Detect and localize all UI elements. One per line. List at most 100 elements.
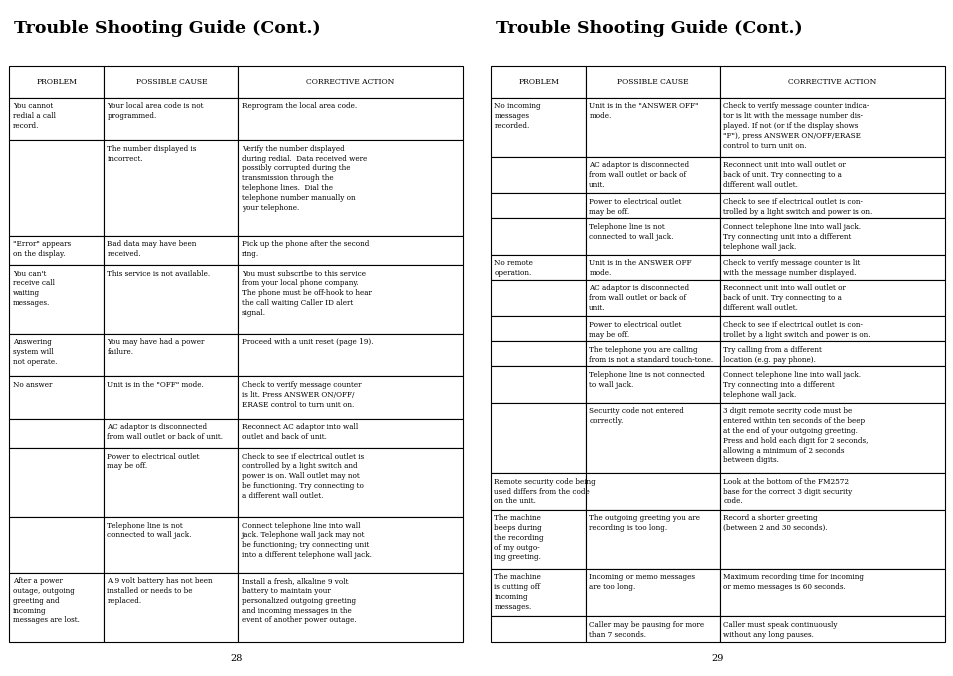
Bar [238,517,462,573]
Text: This service is not available.: This service is not available. [108,270,211,278]
Bar [104,448,238,517]
Text: "Error" appears
on the display.: "Error" appears on the display. [12,240,71,258]
Text: You may have had a power
failure.: You may have had a power failure. [108,339,205,356]
Text: You can't
receive call
waiting
messages.: You can't receive call waiting messages. [12,270,54,307]
Text: CORRECTIVE ACTION: CORRECTIVE ACTION [306,78,395,86]
Bar [585,341,720,366]
Bar [720,66,943,98]
Bar [491,98,585,157]
Text: Power to electrical outlet
may be off.: Power to electrical outlet may be off. [589,198,681,216]
Text: Telephone line is not
connected to wall jack.: Telephone line is not connected to wall … [108,522,192,539]
Text: Check to see if electrical outlet is con-
trollet by a light switch and power is: Check to see if electrical outlet is con… [722,321,870,339]
Text: After a power
outage, outgoing
greeting and
incoming
messages are lost.: After a power outage, outgoing greeting … [12,577,79,625]
Text: POSSIBLE CAUSE: POSSIBLE CAUSE [135,78,207,86]
Bar [720,473,943,510]
Bar [491,473,585,510]
Bar [720,157,943,193]
Text: Maximum recording time for incoming
or memo messages is 60 seconds.: Maximum recording time for incoming or m… [722,573,863,591]
Bar [491,316,585,341]
Bar [720,403,943,473]
Text: Power to electrical outlet
may be off.: Power to electrical outlet may be off. [589,321,681,339]
Bar [720,193,943,218]
Text: AC adaptor is disconnected
from wall outlet or back of
unit.: AC adaptor is disconnected from wall out… [589,285,689,312]
Bar [238,236,462,265]
Text: Reconnect unit into wall outlet or
back of unit. Try connecting to a
different w: Reconnect unit into wall outlet or back … [722,162,845,189]
Text: Reprogram the local area code.: Reprogram the local area code. [241,102,356,110]
Text: Answering
system will
not operate.: Answering system will not operate. [12,339,57,366]
Bar [585,66,720,98]
Text: Pick up the phone after the second
ring.: Pick up the phone after the second ring. [241,240,369,258]
Bar [585,280,720,316]
Bar [104,141,238,236]
Bar [491,218,585,255]
Text: CORRECTIVE ACTION: CORRECTIVE ACTION [787,78,876,86]
Text: Caller may be pausing for more
than 7 seconds.: Caller may be pausing for more than 7 se… [589,621,703,639]
Text: Reconnect AC adaptor into wall
outlet and back of unit.: Reconnect AC adaptor into wall outlet an… [241,423,357,441]
Bar [238,98,462,141]
Bar [238,418,462,448]
Bar [10,66,104,98]
Bar [585,569,720,617]
Bar [585,510,720,569]
Bar [238,377,462,418]
Text: No answer: No answer [12,381,52,389]
Text: The number displayed is
incorrect.: The number displayed is incorrect. [108,145,196,163]
Bar [491,617,585,642]
Bar [585,157,720,193]
Bar [491,569,585,617]
Bar [104,418,238,448]
Text: Connect telephone line into wall
jack. Telephone wall jack may not
be functionin: Connect telephone line into wall jack. T… [241,522,371,559]
Bar [491,193,585,218]
Bar [104,98,238,141]
Bar [104,334,238,377]
Bar [10,517,104,573]
Bar [10,334,104,377]
Text: You must subscribe to this service
from your local phone company.
The phone must: You must subscribe to this service from … [241,270,371,317]
Bar [104,265,238,334]
Text: Unit is in the ANSWER OFF
mode.: Unit is in the ANSWER OFF mode. [589,260,691,277]
Text: Connect telephone line into wall jack.
Try connecting unit into a different
tele: Connect telephone line into wall jack. T… [722,223,861,251]
Bar [585,473,720,510]
Bar [585,316,720,341]
Bar [720,98,943,157]
Text: Connect telephone line into wall jack.
Try connecting into a different
telephone: Connect telephone line into wall jack. T… [722,371,861,399]
Text: AC adaptor is disconnected
from wall outlet or back of
unit.: AC adaptor is disconnected from wall out… [589,162,689,189]
Text: Trouble Shooting Guide (Cont.): Trouble Shooting Guide (Cont.) [14,20,320,37]
Bar [720,218,943,255]
Bar [585,98,720,157]
Text: Your local area code is not
programmed.: Your local area code is not programmed. [108,102,204,120]
Text: Power to electrical outlet
may be off.: Power to electrical outlet may be off. [108,453,200,470]
Text: The outgoing greeting you are
recording is too long.: The outgoing greeting you are recording … [589,514,700,532]
Bar [491,403,585,473]
Text: The machine
is cutting off
incoming
messages.: The machine is cutting off incoming mess… [494,573,540,610]
Text: Check to verify message counter is lit
with the message number displayed.: Check to verify message counter is lit w… [722,260,860,277]
Bar [10,141,104,236]
Bar [720,569,943,617]
Text: PROBLEM: PROBLEM [517,78,558,86]
Bar [585,617,720,642]
Text: You cannot
redial a call
record.: You cannot redial a call record. [12,102,55,130]
Bar [10,418,104,448]
Text: Telephone line is not
connected to wall jack.: Telephone line is not connected to wall … [589,223,673,241]
Text: A 9 volt battery has not been
installed or needs to be
replaced.: A 9 volt battery has not been installed … [108,577,213,605]
Bar [238,448,462,517]
Text: No incoming
messages
recorded.: No incoming messages recorded. [494,102,540,130]
Bar [720,280,943,316]
Text: Check to see if electrical outlet is
controlled by a light switch and
power is o: Check to see if electrical outlet is con… [241,453,363,500]
Text: Incoming or memo messages
are too long.: Incoming or memo messages are too long. [589,573,695,591]
Bar [491,280,585,316]
Text: Record a shorter greeting
(between 2 and 30 seconds).: Record a shorter greeting (between 2 and… [722,514,827,532]
Text: AC adaptor is disconnected
from wall outlet or back of unit.: AC adaptor is disconnected from wall out… [108,423,223,441]
Text: Install a fresh, alkaline 9 volt
battery to maintain your
personalized outgoing : Install a fresh, alkaline 9 volt battery… [241,577,355,625]
Bar [10,448,104,517]
Bar [491,157,585,193]
Bar [10,236,104,265]
Bar [104,377,238,418]
Bar [491,366,585,403]
Bar [720,510,943,569]
Bar [238,334,462,377]
Text: Caller must speak continuously
without any long pauses.: Caller must speak continuously without a… [722,621,837,639]
Text: Unit is in the "ANSWER OFF"
mode.: Unit is in the "ANSWER OFF" mode. [589,102,698,120]
Text: Reconnect unit into wall outlet or
back of unit. Try connecting to a
different w: Reconnect unit into wall outlet or back … [722,285,845,312]
Bar [10,573,104,642]
